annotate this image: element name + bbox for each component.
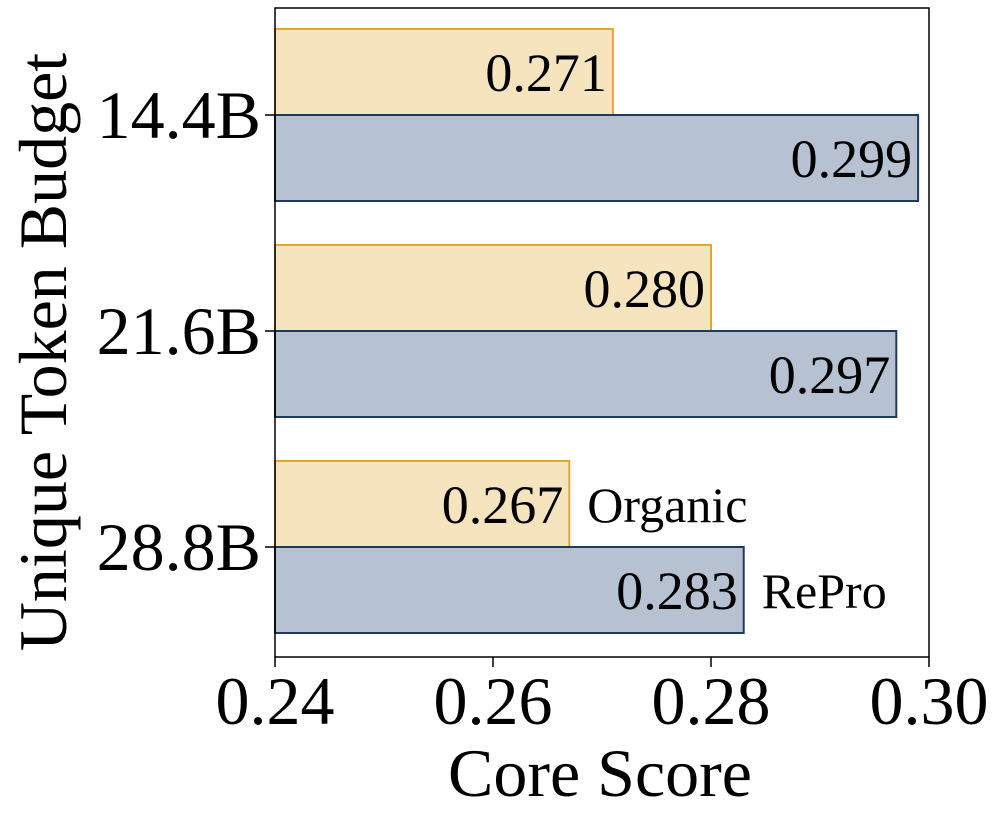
bars-group xyxy=(274,28,920,634)
y-ticks-group: 14.4B 21.6B 28.8B xyxy=(97,77,275,585)
y-tick-label: 14.4B xyxy=(97,77,261,153)
bar-value-label: 0.297 xyxy=(769,345,891,405)
y-tick-label: 21.6B xyxy=(97,293,261,369)
series-label-repro: RePro xyxy=(762,563,887,619)
bar-value-label: 0.283 xyxy=(616,561,738,621)
bar-value-label: 0.267 xyxy=(442,475,564,535)
bar-value-label: 0.299 xyxy=(791,129,913,189)
x-ticks-group: 0.24 0.26 0.28 0.30 xyxy=(216,657,989,739)
series-label-organic: Organic xyxy=(587,477,747,533)
y-tick-label: 28.8B xyxy=(97,509,261,585)
x-axis-label: Core Score xyxy=(448,735,752,811)
bar-repro-21.6B xyxy=(274,330,898,418)
x-tick-label: 0.28 xyxy=(652,663,771,739)
bar-value-label: 0.271 xyxy=(485,43,607,103)
x-tick-label: 0.24 xyxy=(216,663,335,739)
plot-frame xyxy=(274,7,930,658)
y-axis-label: Unique Token Budget xyxy=(5,53,81,651)
bar-repro-28.8B xyxy=(274,546,745,634)
bar-repro-14.4B xyxy=(274,114,920,202)
bar-value-label: 0.280 xyxy=(584,259,706,319)
x-tick-label: 0.26 xyxy=(434,663,553,739)
bar-organic-21.6B xyxy=(274,244,712,332)
bar-labels-group: 0.271 0.299 0.280 0.297 0.267 0.283 xyxy=(442,43,912,621)
bar-organic-14.4B xyxy=(274,28,614,116)
series-labels-group: Organic RePro xyxy=(587,477,886,619)
x-tick-label: 0.30 xyxy=(870,663,989,739)
